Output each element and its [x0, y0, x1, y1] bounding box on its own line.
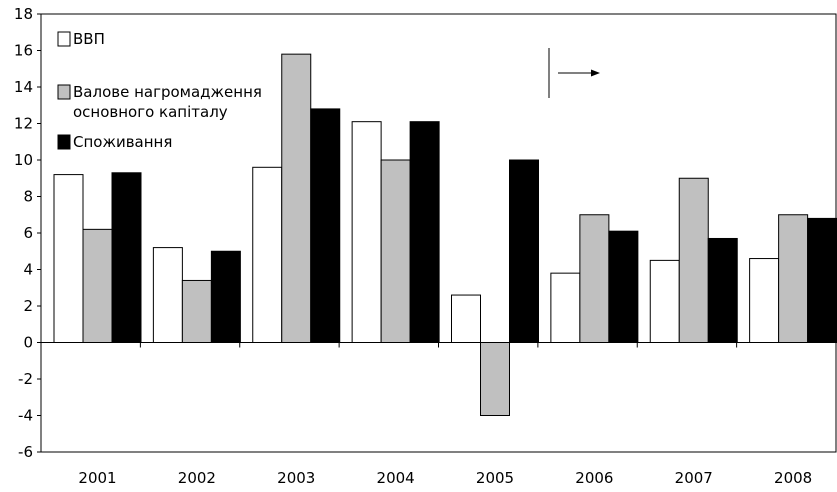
bar-2-2008 — [778, 214, 809, 343]
y-tick-label: -2 — [18, 370, 33, 388]
bars — [53, 53, 837, 416]
bar-2-2005 — [480, 342, 510, 416]
x-tick-label: 2004 — [377, 469, 415, 487]
bar-2-2006 — [579, 214, 610, 343]
bar-3-2004 — [409, 121, 440, 343]
y-tick-label: 10 — [14, 151, 33, 169]
x-tick-label: 2002 — [178, 469, 216, 487]
x-tick-label: 2008 — [774, 469, 812, 487]
bar-1-2006 — [550, 272, 581, 343]
y-tick-label: 8 — [23, 188, 33, 206]
legend: ВВП Валове нагромадження основного капітал… — [57, 30, 262, 151]
x-tick-label: 2003 — [277, 469, 315, 487]
y-tick-label: 4 — [23, 261, 33, 279]
y-tick-label: 16 — [14, 42, 33, 60]
y-tick-label: 18 — [14, 5, 33, 23]
x-tick-label: 2005 — [476, 469, 514, 487]
bar-1-2004 — [351, 121, 382, 343]
legend-swatch-3 — [57, 134, 71, 150]
bar-3-2007 — [707, 237, 738, 344]
legend-label-2: Валове нагромадження — [73, 83, 262, 101]
legend-label-1: ВВП — [73, 30, 105, 48]
bar-2-2001 — [82, 228, 113, 344]
y-tick-label: 14 — [14, 78, 33, 96]
bar-1-2001 — [53, 174, 84, 343]
y-tick-label: 6 — [23, 224, 33, 242]
bar-3-2005 — [509, 159, 539, 343]
bar-3-2002 — [210, 250, 241, 343]
y-tick-label: 12 — [14, 115, 33, 133]
bar-1-2002 — [152, 247, 183, 344]
bar-1-2003 — [252, 166, 283, 343]
annotation-arrow — [548, 48, 600, 98]
bar-2-2004 — [380, 159, 411, 343]
bar-1-2007 — [649, 259, 680, 343]
legend-swatch-2 — [57, 84, 71, 100]
bar-1-2008 — [749, 258, 780, 343]
legend-swatch-1 — [57, 31, 71, 47]
x-tick-label: 2007 — [675, 469, 713, 487]
x-tick-label: 2001 — [78, 469, 116, 487]
bar-3-2003 — [310, 108, 341, 344]
bar-3-2006 — [608, 230, 639, 343]
bar-3-2008 — [807, 217, 837, 343]
legend-label-2: основного капіталу — [73, 103, 228, 121]
y-tick-label: -4 — [18, 407, 33, 425]
x-tick-label: 2006 — [575, 469, 613, 487]
bar-3-2001 — [111, 172, 142, 343]
bar-2-2002 — [181, 279, 212, 344]
y-tick-label: 0 — [23, 334, 33, 352]
legend-label-3: Споживання — [73, 133, 172, 151]
bar-1-2005 — [451, 294, 481, 343]
y-tick-label: -6 — [18, 443, 33, 461]
y-tick-label: 2 — [23, 297, 33, 315]
bar-2-2007 — [678, 177, 709, 343]
bar-2-2003 — [281, 53, 312, 344]
